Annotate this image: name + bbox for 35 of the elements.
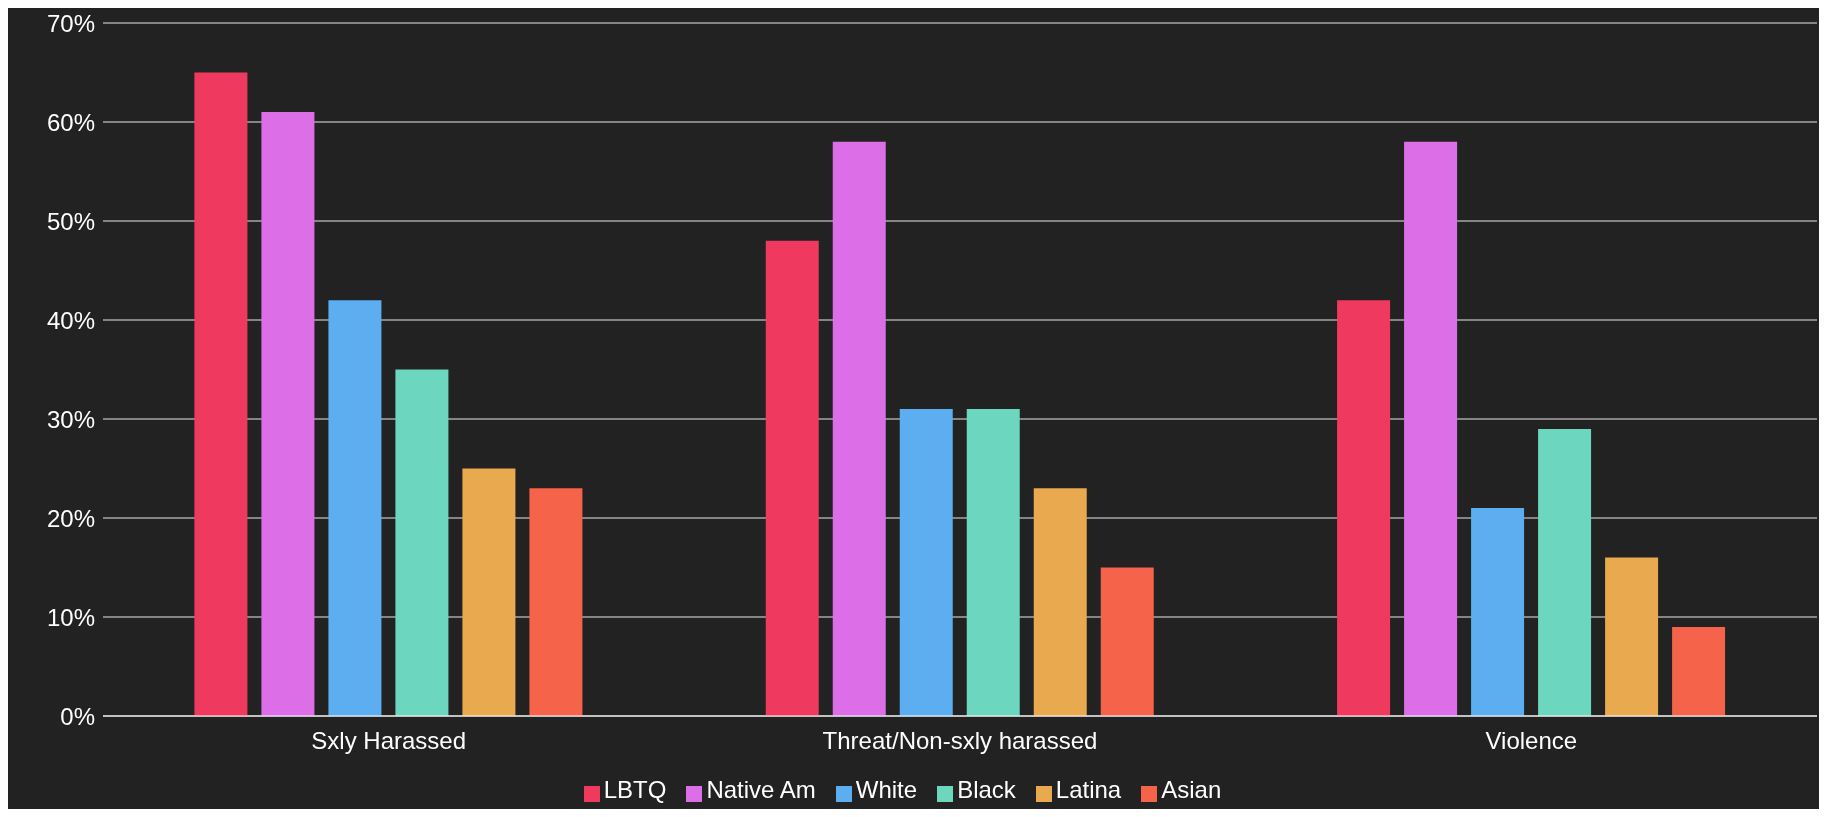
bar [1672, 626, 1726, 716]
bar [966, 409, 1020, 716]
legend-label: Native Am [706, 776, 816, 803]
bar [395, 369, 449, 716]
x-tick-label: Threat/Non-sxly harassed [822, 727, 1098, 755]
bar [462, 468, 516, 716]
bar [1100, 567, 1154, 716]
y-tick-label: 10% [46, 603, 95, 631]
bar [261, 112, 315, 716]
bar [1033, 488, 1087, 716]
y-tick-label: 60% [46, 108, 95, 136]
legend-label: Asian [1161, 776, 1222, 803]
legend-label: Latina [1055, 776, 1122, 803]
bar [328, 300, 382, 716]
bar [1471, 508, 1525, 716]
legend-label: White [855, 776, 918, 803]
y-tick-label: 50% [46, 207, 95, 235]
y-tick-label: 70% [46, 9, 95, 37]
bar [899, 409, 953, 716]
y-tick-label: 40% [46, 306, 95, 334]
bar [194, 72, 248, 716]
x-tick-label: Violence [1485, 727, 1578, 755]
y-tick-label: 20% [46, 504, 95, 532]
bar [1404, 141, 1458, 716]
x-tick-label: Sxly Harassed [311, 727, 467, 755]
bar [1605, 557, 1659, 716]
legend-label: Black [957, 776, 1016, 803]
y-tick-label: 0% [60, 702, 95, 730]
bar [1538, 428, 1592, 716]
y-tick-label: 30% [46, 405, 95, 433]
bar [832, 141, 886, 716]
bar [529, 488, 583, 716]
legend-label: LBTQ [603, 776, 667, 803]
bar [765, 240, 819, 716]
bar [1337, 300, 1391, 716]
